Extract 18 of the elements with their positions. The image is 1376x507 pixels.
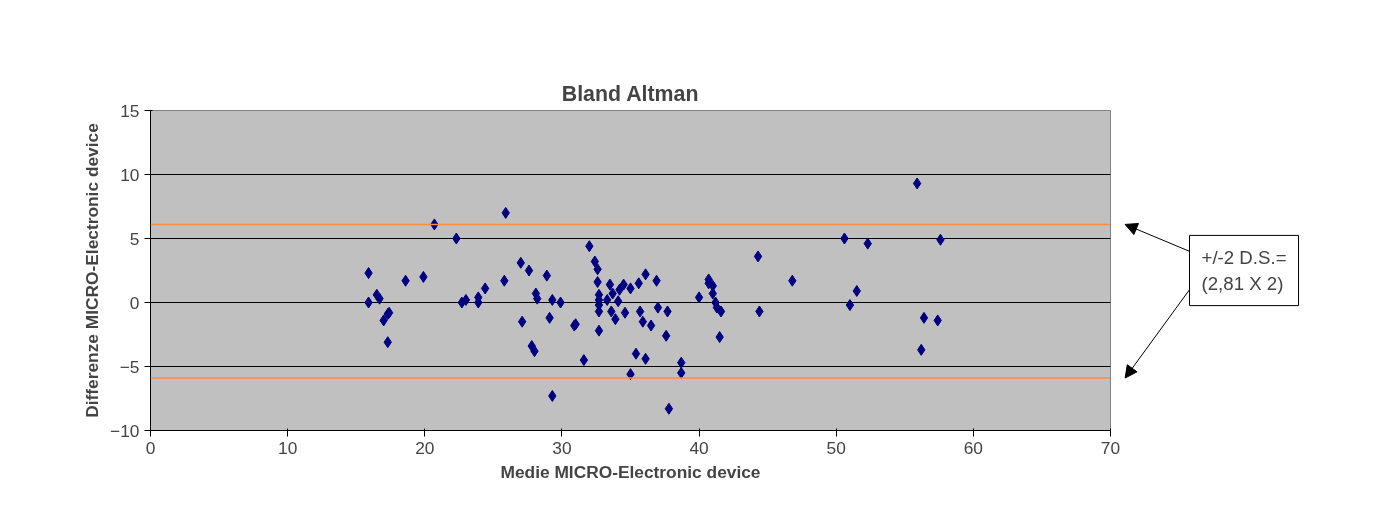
x-axis-title: Medie MICRO-Electronic device	[500, 461, 761, 482]
x-tick-label: 60	[963, 437, 983, 458]
text: +/-2 D.S.= (2,81 X 2)	[1201, 247, 1287, 294]
y-tick-label: −5	[119, 356, 140, 377]
x-tick-label: 10	[278, 437, 298, 458]
chart-title: Bland Altman	[561, 81, 699, 106]
x-tick-label: 0	[145, 437, 156, 458]
x-tick-label: 50	[826, 437, 846, 458]
y-tick-label: 10	[120, 164, 140, 185]
x-tick-label: 20	[415, 437, 435, 458]
y-tick-label: 0	[129, 292, 140, 313]
y-tick-label: 5	[129, 228, 140, 249]
x-tick-label: 40	[689, 437, 709, 458]
y-tick-label: −10	[110, 420, 140, 441]
x-tick-label: 30	[552, 437, 572, 458]
y-tick-label: 15	[120, 100, 140, 121]
y-axis-title: Differenze MICRO-Electronic device	[82, 122, 103, 418]
x-tick-label: 70	[1100, 437, 1121, 458]
